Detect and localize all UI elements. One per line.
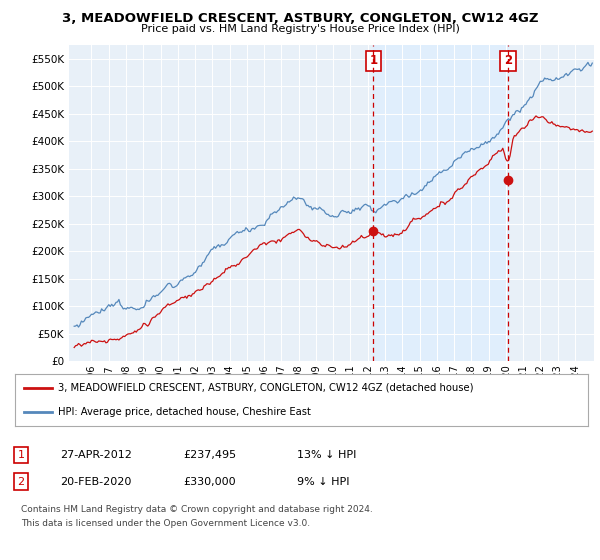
Text: 13% ↓ HPI: 13% ↓ HPI <box>297 450 356 460</box>
Text: 9% ↓ HPI: 9% ↓ HPI <box>297 477 349 487</box>
Text: 2: 2 <box>504 54 512 67</box>
Text: Contains HM Land Registry data © Crown copyright and database right 2024.: Contains HM Land Registry data © Crown c… <box>21 505 373 514</box>
Text: Price paid vs. HM Land Registry's House Price Index (HPI): Price paid vs. HM Land Registry's House … <box>140 24 460 34</box>
Text: 20-FEB-2020: 20-FEB-2020 <box>60 477 131 487</box>
Text: 3, MEADOWFIELD CRESCENT, ASTBURY, CONGLETON, CW12 4GZ: 3, MEADOWFIELD CRESCENT, ASTBURY, CONGLE… <box>62 12 538 25</box>
Text: 1: 1 <box>17 450 25 460</box>
Text: 1: 1 <box>369 54 377 67</box>
Text: This data is licensed under the Open Government Licence v3.0.: This data is licensed under the Open Gov… <box>21 519 310 528</box>
Text: £330,000: £330,000 <box>183 477 236 487</box>
Text: £237,495: £237,495 <box>183 450 236 460</box>
Text: HPI: Average price, detached house, Cheshire East: HPI: Average price, detached house, Ches… <box>58 407 311 417</box>
Bar <box>373 45 508 361</box>
Text: 27-APR-2012: 27-APR-2012 <box>60 450 132 460</box>
Text: 2: 2 <box>17 477 25 487</box>
Text: 3, MEADOWFIELD CRESCENT, ASTBURY, CONGLETON, CW12 4GZ (detached house): 3, MEADOWFIELD CRESCENT, ASTBURY, CONGLE… <box>58 383 473 393</box>
